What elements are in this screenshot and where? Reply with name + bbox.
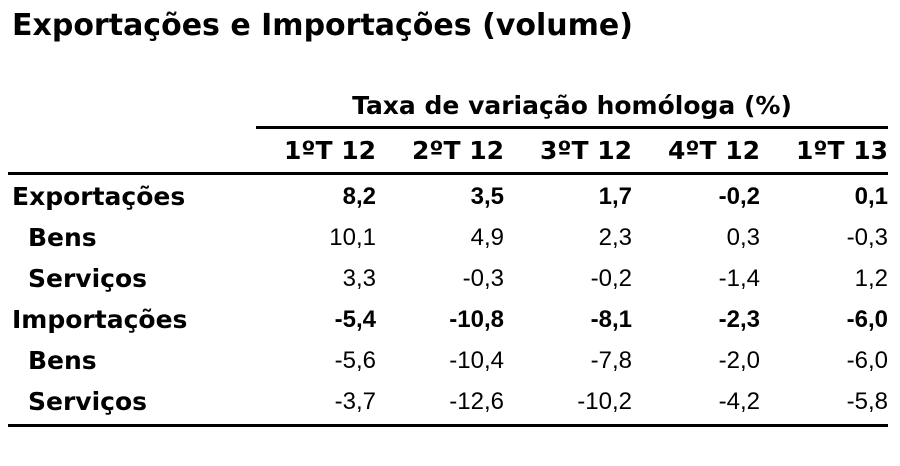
- table-row: Bens 10,1 4,9 2,3 0,3 -0,3: [8, 217, 888, 258]
- table-cell: -4,2: [718, 388, 760, 415]
- column-header-5: 1ºT 13: [795, 136, 888, 165]
- table-row: Serviços -3,7 -12,6 -10,2 -4,2 -5,8: [8, 381, 888, 422]
- table-cell: 1,7: [598, 183, 632, 210]
- table-body: Exportações 8,2 3,5 1,7 -0,2 0,1 Bens 10,1 4,9 2,…: [8, 176, 888, 422]
- table-cell: -8,1: [590, 306, 632, 333]
- table-cell: -5,4: [334, 306, 376, 333]
- column-header-2: 2ºT 12: [411, 136, 504, 165]
- bottom-rule: [8, 424, 888, 427]
- table-cell: -10,2: [577, 388, 632, 415]
- table-cell: -2,0: [718, 347, 760, 374]
- table-cell: -0,3: [846, 224, 888, 251]
- table-cell: 2,3: [598, 224, 632, 251]
- table-cell: 0,3: [726, 224, 760, 251]
- table-cell: 8,2: [342, 183, 376, 210]
- table-cell: -10,4: [449, 347, 504, 374]
- row-label: Bens: [28, 346, 97, 375]
- column-header-3: 3ºT 12: [539, 136, 632, 165]
- column-header-4: 4ºT 12: [667, 136, 760, 165]
- table-cell: -10,8: [449, 306, 504, 333]
- table-cell: -0,2: [590, 265, 632, 292]
- table-cell: 1,2: [854, 265, 888, 292]
- table-cell: -0,3: [462, 265, 504, 292]
- table-row: Serviços 3,3 -0,3 -0,2 -1,4 1,2: [8, 258, 888, 299]
- table-cell: 0,1: [854, 183, 888, 210]
- table-cell: -5,6: [334, 347, 376, 374]
- table-cell: 3,5: [470, 183, 504, 210]
- table-row: Exportações 8,2 3,5 1,7 -0,2 0,1: [8, 176, 888, 217]
- table-cell: -1,4: [718, 265, 760, 292]
- table-cell: -6,0: [846, 306, 888, 333]
- table-cell: -7,8: [590, 347, 632, 374]
- table-cell: -5,8: [846, 388, 888, 415]
- table-cell: 4,9: [470, 224, 504, 251]
- table-cell: -0,2: [718, 183, 760, 210]
- supheader-rule: [256, 126, 888, 129]
- table-cell: -12,6: [449, 388, 504, 415]
- header-rule: [8, 172, 888, 175]
- table-row: Importações -5,4 -10,8 -8,1 -2,3 -6,0: [8, 299, 888, 340]
- column-header-1: 1ºT 12: [283, 136, 376, 165]
- table-cell: 10,1: [329, 224, 376, 251]
- column-headers: 1ºT 12 2ºT 12 3ºT 12 4ºT 12 1ºT 13: [8, 130, 888, 172]
- row-label: Exportações: [12, 182, 186, 211]
- table-supheader: Taxa de variação homóloga (%): [352, 91, 792, 120]
- row-label: Serviços: [28, 264, 148, 293]
- table-row: Bens -5,6 -10,4 -7,8 -2,0 -6,0: [8, 340, 888, 381]
- table-cell: -2,3: [718, 306, 760, 333]
- table-cell: -6,0: [846, 347, 888, 374]
- table-cell: 3,3: [342, 265, 376, 292]
- row-label: Bens: [28, 223, 97, 252]
- row-label: Importações: [12, 305, 188, 334]
- page-title: Exportações e Importações (volume): [12, 8, 633, 43]
- table-cell: -3,7: [334, 388, 376, 415]
- row-label: Serviços: [28, 387, 148, 416]
